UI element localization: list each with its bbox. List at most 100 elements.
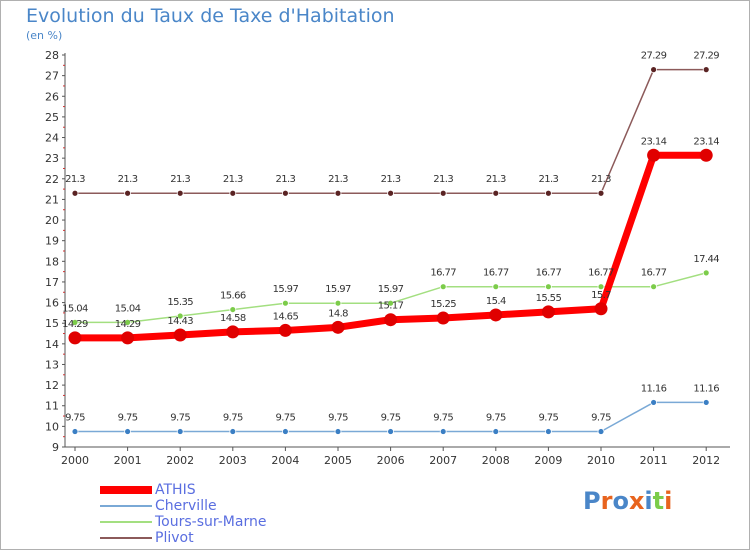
y-tick-label: 13 (45, 358, 59, 371)
data-point-cherville (650, 399, 657, 406)
logo-letter: t (652, 487, 665, 515)
data-point-plivot (124, 189, 131, 197)
data-label-plivot: 21.3 (433, 174, 453, 185)
y-tick-label: 24 (45, 132, 59, 145)
logo-letter: P (583, 487, 601, 515)
x-tick-label: 2000 (61, 454, 89, 467)
legend-swatch-athis (100, 486, 152, 494)
x-tick-label: 2005 (324, 454, 352, 467)
data-label-athis: 15.4 (486, 296, 506, 307)
data-point-athis (68, 331, 82, 345)
data-label-tours-sur-marne: 15.97 (378, 284, 404, 295)
logo-letter: i (664, 487, 673, 515)
data-point-plivot (334, 189, 342, 197)
x-tick-label: 2010 (587, 454, 615, 467)
data-label-cherville: 11.16 (693, 383, 719, 394)
data-point-tours-sur-marne (650, 283, 657, 291)
data-label-athis: 15.25 (430, 299, 456, 310)
x-tick-label: 2003 (219, 454, 247, 467)
data-label-cherville: 9.75 (381, 413, 401, 424)
x-tick-label: 2006 (377, 454, 405, 467)
data-label-tours-sur-marne: 16.77 (483, 268, 509, 279)
data-point-plivot (229, 189, 237, 197)
data-label-tours-sur-marne: 16.77 (641, 268, 667, 279)
y-tick-label: 11 (45, 400, 59, 413)
y-tick-label: 25 (45, 111, 59, 124)
data-point-athis (436, 311, 450, 325)
data-point-athis (594, 302, 608, 316)
data-point-cherville (334, 428, 342, 435)
data-point-athis (173, 328, 187, 342)
data-point-athis (647, 148, 661, 162)
data-label-cherville: 9.75 (591, 413, 611, 424)
data-point-tours-sur-marne (124, 318, 131, 326)
x-tick-label: 2002 (166, 454, 194, 467)
x-tick-label: 2009 (534, 454, 562, 467)
data-point-cherville (597, 428, 605, 435)
data-point-plivot (492, 189, 500, 197)
y-tick-label: 12 (45, 379, 59, 392)
data-point-cherville (281, 428, 289, 435)
x-tick-label: 2008 (482, 454, 510, 467)
data-point-plivot (702, 66, 710, 74)
data-label-athis: 14.29 (62, 319, 88, 330)
data-point-plivot (545, 189, 552, 197)
legend-swatch-cherville (100, 505, 152, 507)
data-label-athis: 15.55 (536, 293, 562, 304)
data-label-tours-sur-marne: 15.04 (62, 303, 88, 314)
data-label-plivot: 21.3 (170, 174, 190, 185)
data-label-tours-sur-marne: 15.97 (325, 284, 351, 295)
legend-label-tours-sur-marne: Tours-sur-Marne (155, 514, 267, 530)
data-label-cherville: 9.75 (65, 413, 85, 424)
data-point-cherville (124, 428, 131, 435)
data-point-tours-sur-marne (492, 283, 500, 291)
data-point-tours-sur-marne (176, 312, 184, 320)
legend-label-athis: ATHIS (155, 482, 196, 498)
data-point-tours-sur-marne (387, 299, 395, 307)
data-point-tours-sur-marne (281, 299, 289, 307)
data-label-athis: 14.29 (115, 319, 141, 330)
y-tick-label: 15 (45, 317, 59, 330)
logo-letter: x (628, 487, 645, 515)
data-label-tours-sur-marne: 15.35 (167, 297, 193, 308)
data-label-cherville: 9.75 (486, 413, 506, 424)
y-tick-label: 16 (45, 297, 59, 310)
data-label-athis: 14.65 (273, 311, 299, 322)
data-point-athis (489, 308, 503, 322)
data-point-athis (541, 305, 555, 319)
data-label-tours-sur-marne: 15.66 (220, 291, 246, 302)
x-tick-label: 2007 (429, 454, 457, 467)
data-point-tours-sur-marne (702, 269, 710, 277)
chart-subtitle: (en %) (26, 29, 63, 42)
data-label-cherville: 11.16 (641, 383, 667, 394)
data-point-cherville (439, 428, 447, 435)
data-label-plivot: 21.3 (591, 174, 611, 185)
y-tick-label: 27 (45, 70, 59, 83)
data-point-plivot (71, 189, 79, 197)
y-tick-label: 21 (45, 193, 59, 206)
data-label-tours-sur-marne: 15.97 (273, 284, 299, 295)
data-label-plivot: 21.3 (538, 174, 558, 185)
data-point-cherville (702, 399, 710, 406)
y-tick-label: 18 (45, 255, 59, 268)
data-point-tours-sur-marne (71, 318, 79, 326)
data-point-cherville (176, 428, 184, 435)
y-tick-label: 19 (45, 235, 59, 248)
y-tick-label: 14 (45, 338, 59, 351)
data-label-plivot: 27.29 (693, 51, 719, 62)
data-label-tours-sur-marne: 17.44 (693, 254, 719, 265)
data-label-tours-sur-marne: 16.77 (430, 268, 456, 279)
data-label-plivot: 21.3 (486, 174, 506, 185)
data-label-plivot: 27.29 (641, 51, 667, 62)
data-label-cherville: 9.75 (275, 413, 295, 424)
data-point-athis (226, 325, 240, 339)
data-label-tours-sur-marne: 15.04 (115, 303, 141, 314)
y-tick-label: 23 (45, 152, 59, 165)
data-point-tours-sur-marne (545, 283, 552, 291)
x-tick-label: 2011 (640, 454, 668, 467)
data-label-plivot: 21.3 (118, 174, 138, 185)
data-point-tours-sur-marne (439, 283, 447, 291)
data-point-athis (121, 331, 135, 345)
